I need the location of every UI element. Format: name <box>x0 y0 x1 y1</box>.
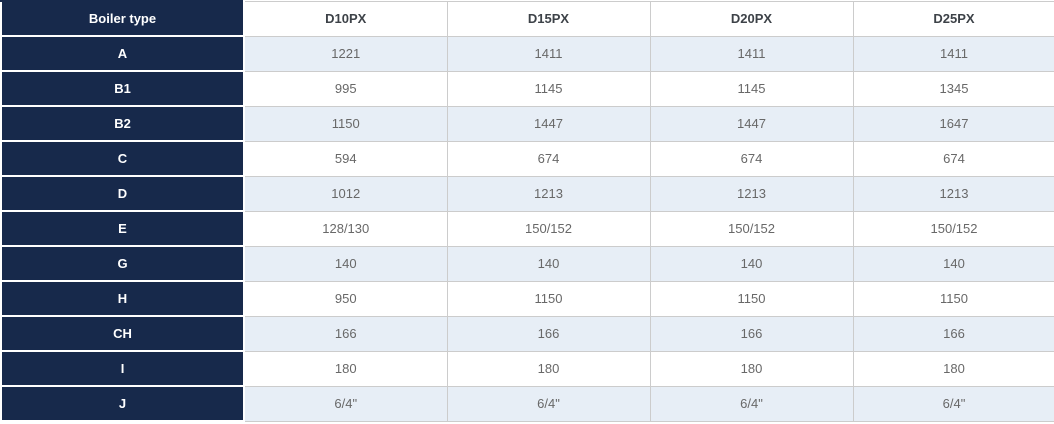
table-cell: 674 <box>446 140 651 177</box>
table-cell: 140 <box>243 245 448 282</box>
table-cell: 166 <box>649 315 854 352</box>
table-cell: 150/152 <box>446 210 651 247</box>
table-cell: 1150 <box>446 280 651 317</box>
row-label: B2 <box>0 105 245 142</box>
table-cell: 1145 <box>649 70 854 107</box>
table-cell: 180 <box>649 350 854 387</box>
table-cell: 1213 <box>852 175 1054 212</box>
table-cell: 1150 <box>852 280 1054 317</box>
corner-header: Boiler type <box>0 0 245 37</box>
table-cell: 6/4" <box>243 385 448 422</box>
table-cell: 1145 <box>446 70 651 107</box>
table-cell: 1221 <box>243 35 448 72</box>
table-cell: 1411 <box>446 35 651 72</box>
table-cell: 166 <box>852 315 1054 352</box>
table-cell: 674 <box>649 140 854 177</box>
table-row: J 6/4" 6/4" 6/4" 6/4" <box>0 385 1054 422</box>
table-row: H 950 1150 1150 1150 <box>0 280 1054 317</box>
table-row: C 594 674 674 674 <box>0 140 1054 177</box>
table-cell: 950 <box>243 280 448 317</box>
table-cell: 150/152 <box>649 210 854 247</box>
table-cell: 6/4" <box>446 385 651 422</box>
table-cell: 1447 <box>446 105 651 142</box>
row-label: J <box>0 385 245 422</box>
table-row: A 1221 1411 1411 1411 <box>0 35 1054 72</box>
table-cell: 1150 <box>649 280 854 317</box>
table-cell: 140 <box>852 245 1054 282</box>
table-cell: 1345 <box>852 70 1054 107</box>
row-label: C <box>0 140 245 177</box>
table-cell: 1411 <box>852 35 1054 72</box>
table-cell: 1647 <box>852 105 1054 142</box>
table-cell: 180 <box>243 350 448 387</box>
row-label: B1 <box>0 70 245 107</box>
table-cell: 594 <box>243 140 448 177</box>
row-label: H <box>0 280 245 317</box>
row-label: I <box>0 350 245 387</box>
row-label: E <box>0 210 245 247</box>
table-cell: 150/152 <box>852 210 1054 247</box>
table-cell: 1150 <box>243 105 448 142</box>
table-cell: 1447 <box>649 105 854 142</box>
table-cell: 1213 <box>649 175 854 212</box>
row-label: CH <box>0 315 245 352</box>
table-row: B2 1150 1447 1447 1647 <box>0 105 1054 142</box>
table-cell: 166 <box>446 315 651 352</box>
table-row: I 180 180 180 180 <box>0 350 1054 387</box>
table-cell: 128/130 <box>243 210 448 247</box>
header-row: Boiler type D10PX D15PX D20PX D25PX <box>0 0 1054 37</box>
table-cell: 180 <box>446 350 651 387</box>
table-cell: 674 <box>852 140 1054 177</box>
table-row: CH 166 166 166 166 <box>0 315 1054 352</box>
table-cell: 6/4" <box>852 385 1054 422</box>
column-header: D20PX <box>649 0 854 37</box>
row-label: G <box>0 245 245 282</box>
table-cell: 995 <box>243 70 448 107</box>
table-cell: 1213 <box>446 175 651 212</box>
table-row: E 128/130 150/152 150/152 150/152 <box>0 210 1054 247</box>
table-cell: 140 <box>446 245 651 282</box>
table-cell: 180 <box>852 350 1054 387</box>
table-cell: 140 <box>649 245 854 282</box>
column-header: D10PX <box>243 0 448 37</box>
table-cell: 166 <box>243 315 448 352</box>
table-row: G 140 140 140 140 <box>0 245 1054 282</box>
column-header: D25PX <box>852 0 1054 37</box>
table-cell: 1012 <box>243 175 448 212</box>
column-header: D15PX <box>446 0 651 37</box>
row-label: A <box>0 35 245 72</box>
table-row: B1 995 1145 1145 1345 <box>0 70 1054 107</box>
table-cell: 1411 <box>649 35 854 72</box>
table-cell: 6/4" <box>649 385 854 422</box>
row-label: D <box>0 175 245 212</box>
table-row: D 1012 1213 1213 1213 <box>0 175 1054 212</box>
